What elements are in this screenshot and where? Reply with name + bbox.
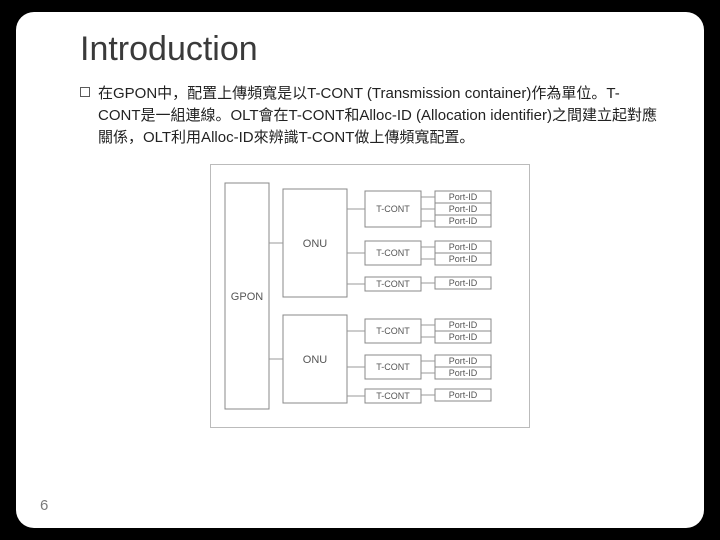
svg-text:T-CONT: T-CONT bbox=[376, 248, 410, 258]
svg-text:Port-ID: Port-ID bbox=[449, 242, 478, 252]
svg-text:ONU: ONU bbox=[303, 354, 328, 366]
svg-text:T-CONT: T-CONT bbox=[376, 279, 410, 289]
slide: Introduction 在GPON中，配置上傳頻寬是以T-CONT (Tran… bbox=[16, 12, 704, 528]
svg-text:Port-ID: Port-ID bbox=[449, 216, 478, 226]
svg-text:Port-ID: Port-ID bbox=[449, 356, 478, 366]
svg-text:T-CONT: T-CONT bbox=[376, 204, 410, 214]
diagram-figure: GPON ONU ONU T-CONT Port-ID Port-ID Port-ID T-C… bbox=[210, 164, 530, 428]
svg-text:T-CONT: T-CONT bbox=[376, 362, 410, 372]
page-number: 6 bbox=[40, 497, 48, 514]
figure-container: GPON ONU ONU T-CONT Port-ID Port-ID Port-ID T-C… bbox=[80, 164, 660, 428]
svg-text:Port-ID: Port-ID bbox=[449, 332, 478, 342]
svg-text:Port-ID: Port-ID bbox=[449, 390, 478, 400]
svg-text:T-CONT: T-CONT bbox=[376, 326, 410, 336]
svg-text:Port-ID: Port-ID bbox=[449, 192, 478, 202]
svg-text:Port-ID: Port-ID bbox=[449, 320, 478, 330]
diagram-svg: GPON ONU ONU T-CONT Port-ID Port-ID Port-ID T-C… bbox=[219, 173, 519, 419]
svg-text:Port-ID: Port-ID bbox=[449, 368, 478, 378]
svg-text:Port-ID: Port-ID bbox=[449, 278, 478, 288]
slide-title: Introduction bbox=[80, 30, 660, 69]
svg-text:Port-ID: Port-ID bbox=[449, 204, 478, 214]
svg-text:ONU: ONU bbox=[303, 238, 328, 250]
bullet-icon bbox=[80, 87, 90, 97]
svg-text:Port-ID: Port-ID bbox=[449, 254, 478, 264]
svg-text:T-CONT: T-CONT bbox=[376, 391, 410, 401]
bullet-row: 在GPON中，配置上傳頻寬是以T-CONT (Transmission cont… bbox=[80, 83, 660, 148]
svg-text:GPON: GPON bbox=[231, 291, 263, 303]
body-text: 在GPON中，配置上傳頻寬是以T-CONT (Transmission cont… bbox=[98, 83, 660, 148]
